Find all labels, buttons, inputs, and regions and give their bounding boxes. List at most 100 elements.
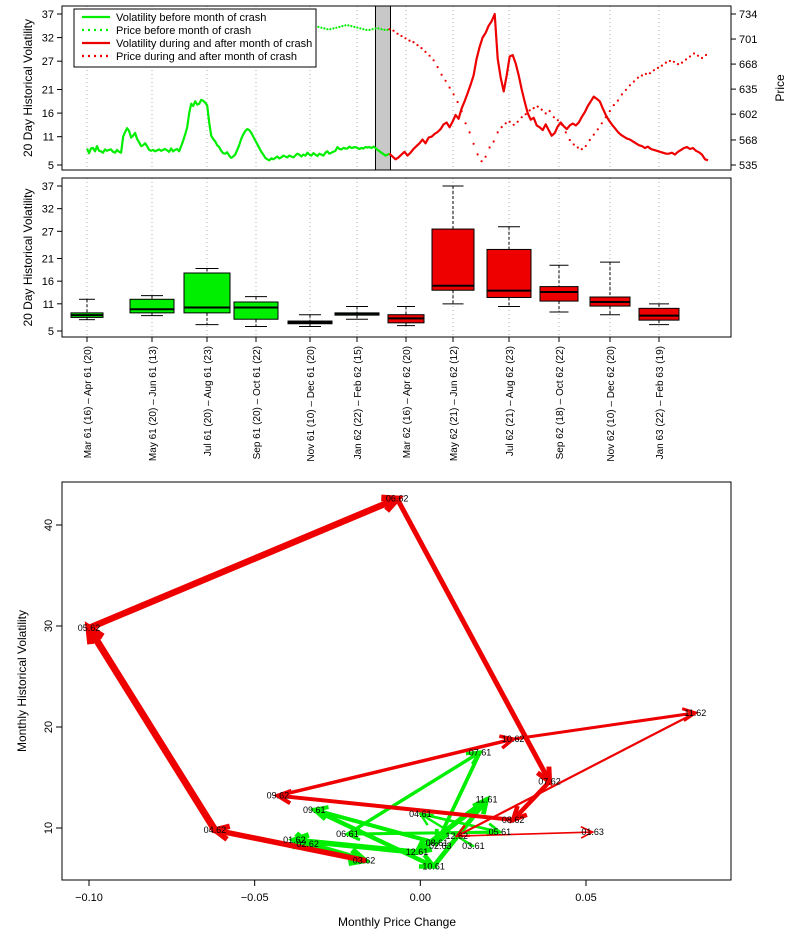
path-segment bbox=[414, 797, 490, 855]
x-tick-label: Sep 61 (20) – Oct 61 (22) bbox=[252, 346, 263, 459]
price-point bbox=[500, 126, 503, 129]
x-tick-label: −0.05 bbox=[241, 892, 269, 904]
price-point bbox=[408, 39, 411, 42]
point-label: 10.62 bbox=[502, 734, 525, 744]
x-tick-label: May 62 (21) – Jun 62 (12) bbox=[449, 346, 460, 461]
price-point bbox=[335, 26, 338, 29]
path-segment bbox=[345, 830, 502, 836]
price-point bbox=[359, 27, 362, 30]
y2-tick-label: 668 bbox=[739, 59, 757, 71]
price-point bbox=[608, 110, 611, 113]
box-11 bbox=[638, 303, 680, 326]
point-label: 01.62 bbox=[283, 835, 306, 845]
price-point bbox=[377, 27, 380, 30]
red-arrow bbox=[85, 494, 405, 632]
point-label: 08.62 bbox=[502, 815, 525, 825]
x-tick-label: Mar 61 (16) – Apr 61 (20) bbox=[83, 346, 94, 458]
price-point bbox=[496, 131, 499, 134]
box-iqr bbox=[183, 272, 231, 314]
price-point bbox=[592, 133, 595, 136]
price-point bbox=[456, 100, 459, 104]
price-point bbox=[392, 29, 395, 32]
y-tick-label: 30 bbox=[43, 620, 55, 632]
box-iqr bbox=[431, 228, 475, 291]
point-label: 12.62 bbox=[446, 831, 469, 841]
price-point bbox=[528, 109, 531, 112]
x-tick-label: −0.10 bbox=[75, 892, 103, 904]
price-point bbox=[341, 25, 344, 28]
price-point bbox=[628, 84, 632, 87]
price-point bbox=[564, 131, 567, 134]
price-point bbox=[452, 93, 455, 96]
point-label: 01.63 bbox=[581, 827, 604, 837]
point-label: 12.61 bbox=[406, 847, 429, 857]
price-point bbox=[332, 27, 335, 30]
price-point bbox=[632, 80, 636, 83]
y-tick-label: 27 bbox=[42, 226, 54, 238]
box-iqr bbox=[539, 286, 579, 302]
red-arrow bbox=[84, 621, 219, 834]
path-segment bbox=[455, 711, 697, 838]
box-6 bbox=[387, 306, 425, 327]
price-point bbox=[484, 155, 487, 158]
price-point bbox=[480, 160, 483, 163]
path-segment bbox=[291, 837, 420, 855]
point-label: 04.62 bbox=[204, 825, 227, 835]
price-point bbox=[636, 76, 640, 79]
y-tick-label: 11 bbox=[43, 132, 54, 144]
x-tick-label: Nov 61 (10) – Dec 61 (20) bbox=[306, 346, 317, 462]
path-segment bbox=[85, 624, 219, 834]
y-tick-label: 32 bbox=[42, 204, 54, 216]
legend-entry: Price during and after month of crash bbox=[116, 51, 297, 63]
price-point bbox=[412, 41, 415, 44]
price-point bbox=[492, 140, 495, 143]
y2-axis-label: Price bbox=[773, 74, 786, 102]
x-tick-label: May 61 (20) – Jun 61 (13) bbox=[148, 346, 159, 461]
y2-tick-label: 701 bbox=[739, 34, 757, 46]
red-arrow bbox=[455, 826, 595, 839]
path-segment bbox=[276, 737, 515, 798]
price-point bbox=[656, 66, 660, 69]
price-point bbox=[556, 119, 559, 122]
x-tick-label: Sep 62 (18) – Oct 62 (22) bbox=[555, 346, 566, 459]
price-point bbox=[684, 58, 688, 61]
price-point bbox=[371, 28, 374, 31]
price-point bbox=[368, 28, 371, 31]
point-label: 05.61 bbox=[489, 827, 512, 837]
price-point bbox=[544, 112, 547, 115]
box-7 bbox=[431, 185, 475, 305]
y-tick-label: 37 bbox=[42, 181, 54, 193]
price-point bbox=[600, 122, 603, 125]
price-point bbox=[428, 54, 431, 57]
path-segment bbox=[435, 750, 482, 846]
price-point bbox=[652, 69, 656, 72]
price-point bbox=[568, 138, 571, 142]
point-label: 03.62 bbox=[353, 855, 376, 865]
timeseries-panel: 5 11 16 21 27 32 37 535 568 602 635 668 701 734 20 Day… bbox=[21, 5, 786, 172]
price-point bbox=[416, 44, 419, 47]
price-point bbox=[620, 93, 624, 96]
price-point bbox=[362, 28, 365, 31]
price-point bbox=[320, 26, 323, 29]
price-point bbox=[383, 28, 386, 31]
price-point bbox=[516, 120, 519, 123]
x-tick-label: Jan 62 (22) – Feb 62 (15) bbox=[353, 346, 364, 459]
price-point bbox=[584, 144, 587, 148]
price-point bbox=[648, 72, 652, 75]
price-point bbox=[672, 60, 676, 63]
box-iqr bbox=[638, 307, 680, 321]
legend-entry: Volatility during and after month of cra… bbox=[116, 38, 312, 50]
price-point bbox=[688, 55, 692, 58]
x-tick-label: Nov 62 (10) – Dec 62 (20) bbox=[606, 346, 617, 462]
point-label: 06.62 bbox=[386, 494, 409, 504]
price-point bbox=[432, 59, 435, 62]
legend-entry: Price before month of crash bbox=[116, 25, 251, 37]
volatility-line-2 bbox=[388, 12, 709, 162]
box-9 bbox=[539, 264, 579, 313]
path-segment bbox=[511, 711, 697, 741]
box-iqr bbox=[486, 248, 532, 298]
y2-tick-label: 568 bbox=[739, 135, 757, 147]
price-point bbox=[552, 116, 555, 119]
